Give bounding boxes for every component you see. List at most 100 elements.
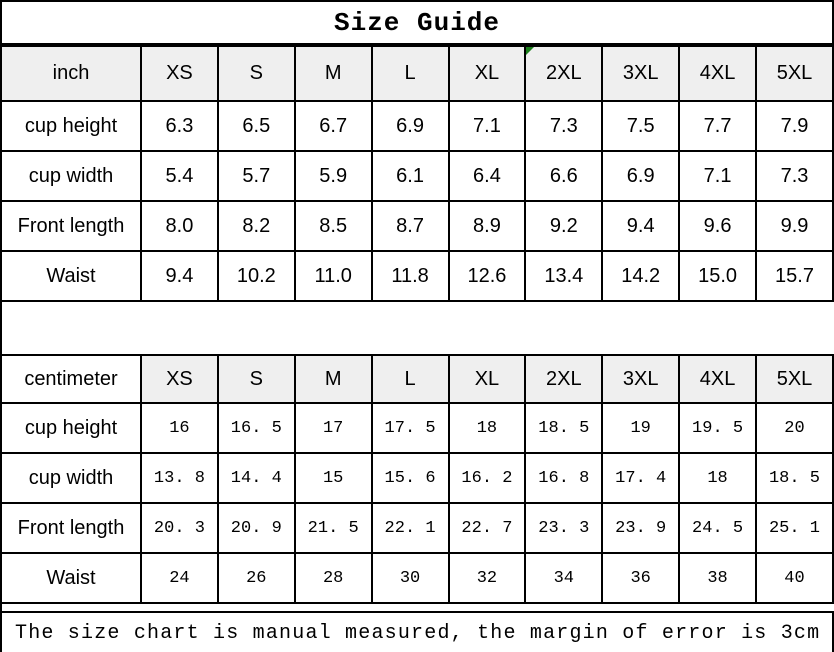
size-value-cell: 18. 5	[524, 402, 604, 454]
size-value-cell: 18	[678, 452, 757, 504]
size-col-header: XS	[140, 45, 219, 102]
size-value-cell: 5.7	[216, 150, 296, 202]
size-value-cell: 13.4	[524, 250, 604, 302]
size-value-cell: 25. 1	[755, 502, 834, 554]
size-value-cell: 19	[601, 402, 681, 454]
size-value-cell: 6.7	[293, 100, 373, 152]
page-title: Size Guide	[333, 7, 501, 38]
size-col-header: M	[293, 45, 373, 102]
row-label: Waist	[0, 552, 142, 604]
row-label: Front length	[0, 200, 142, 252]
size-value-cell: 15.0	[678, 250, 757, 302]
size-value-cell: 38	[678, 552, 757, 604]
size-value-cell: 22. 1	[370, 502, 450, 554]
size-value-cell: 6.4	[447, 150, 527, 202]
table-row: cup height 6.3 6.5 6.7 6.9 7.1 7.3 7.5 7.7 7.9	[0, 100, 834, 152]
size-value-cell: 5.4	[140, 150, 219, 202]
size-value-cell: 7.1	[447, 100, 527, 152]
size-value-cell: 8.5	[293, 200, 373, 252]
size-value-cell: 7.9	[755, 100, 834, 152]
size-col-header: L	[370, 354, 450, 404]
row-label: cup height	[0, 402, 142, 454]
row-label: Waist	[0, 250, 142, 302]
size-value-cell: 19. 5	[678, 402, 757, 454]
size-col-header: 4XL	[678, 354, 757, 404]
size-value-cell: 8.0	[140, 200, 219, 252]
unit-label: inch	[0, 45, 142, 102]
header-row: centimeter XS S M L XL 2XL 3XL 4XL 5XL	[0, 354, 834, 404]
size-value-cell: 9.6	[678, 200, 757, 252]
size-col-header: L	[370, 45, 450, 102]
size-col-header-label: 4XL	[699, 367, 736, 390]
table-row: cup height 16 16. 5 17 17. 5 18 18. 5 19 19. 5 20	[0, 402, 834, 454]
size-value-cell: 10.2	[216, 250, 296, 302]
size-col-header: 2XL	[524, 354, 604, 404]
size-col-header-label: XL	[474, 367, 500, 390]
size-col-header: 4XL	[678, 45, 757, 102]
size-value-cell: 20. 3	[140, 502, 219, 554]
size-value-cell: 16. 2	[447, 452, 527, 504]
size-col-header-label: XS	[166, 367, 193, 390]
size-col-header-label: 2XL	[546, 62, 582, 84]
size-value-cell: 6.9	[601, 150, 681, 202]
size-col-header: S	[216, 354, 296, 404]
size-value-cell: 6.6	[524, 150, 604, 202]
size-col-header: 3XL	[601, 354, 681, 404]
size-value-cell: 16. 8	[524, 452, 604, 504]
size-value-cell: 28	[293, 552, 373, 604]
table-row: Front length 20. 3 20. 9 21. 5 22. 1 22. 7 23.…	[0, 502, 834, 554]
size-value-cell: 18	[447, 402, 527, 454]
size-col-header-label: L	[404, 367, 416, 390]
size-col-header: S	[216, 45, 296, 102]
size-value-cell: 17. 5	[370, 402, 450, 454]
table-row: cup width 5.4 5.7 5.9 6.1 6.4 6.6 6.9 7.1 7.3	[0, 150, 834, 202]
size-value-cell: 8.7	[370, 200, 450, 252]
size-value-cell: 11.8	[370, 250, 450, 302]
size-col-header-label: 3XL	[622, 62, 659, 84]
size-value-cell: 26	[216, 552, 296, 604]
size-value-cell: 14. 4	[216, 452, 296, 504]
size-value-cell: 36	[601, 552, 681, 604]
size-col-header: 5XL	[755, 45, 834, 102]
size-value-cell: 7.3	[524, 100, 604, 152]
size-value-cell: 7.5	[601, 100, 681, 152]
size-value-cell: 7.3	[755, 150, 834, 202]
footer-note: The size chart is manual measured, the m…	[15, 621, 821, 645]
size-value-cell: 6.3	[140, 100, 219, 152]
size-value-cell: 8.2	[216, 200, 296, 252]
size-value-cell: 6.1	[370, 150, 450, 202]
size-value-cell: 17	[293, 402, 373, 454]
row-label: Front length	[0, 502, 142, 554]
size-value-cell: 9.4	[601, 200, 681, 252]
size-col-header-label: 5XL	[776, 62, 813, 84]
size-value-cell: 15. 6	[370, 452, 450, 504]
header-row: inch XS S M L XL 2XL 3XL 4XL 5XL	[0, 45, 834, 102]
footer-gap	[0, 604, 834, 611]
size-col-header-label: XS	[166, 62, 193, 84]
centimeter-size-table: centimeter XS S M L XL 2XL 3XL 4XL 5XL cup height 1…	[0, 354, 834, 604]
size-value-cell: 32	[447, 552, 527, 604]
size-col-header: M	[293, 354, 373, 404]
size-col-header-label: 2XL	[546, 367, 582, 390]
size-value-cell: 16. 5	[216, 402, 296, 454]
size-value-cell: 30	[370, 552, 450, 604]
size-value-cell: 20. 9	[216, 502, 296, 554]
size-col-header: 2XL	[524, 45, 604, 102]
size-value-cell: 20	[755, 402, 834, 454]
size-col-header-label: XL	[474, 62, 500, 84]
size-value-cell: 23. 3	[524, 502, 604, 554]
size-value-cell: 16	[140, 402, 219, 454]
title-box: Size Guide	[0, 0, 834, 45]
size-value-cell: 17. 4	[601, 452, 681, 504]
size-value-cell: 23. 9	[601, 502, 681, 554]
size-value-cell: 15	[293, 452, 373, 504]
size-col-header-label: M	[324, 62, 342, 84]
size-col-header: 5XL	[755, 354, 834, 404]
size-value-cell: 5.9	[293, 150, 373, 202]
size-col-header: XL	[447, 45, 527, 102]
size-col-header-label: 4XL	[699, 62, 736, 84]
size-value-cell: 12.6	[447, 250, 527, 302]
size-col-header-label: S	[249, 62, 263, 84]
table-row: cup width 13. 8 14. 4 15 15. 6 16. 2 16. 8 17. …	[0, 452, 834, 504]
